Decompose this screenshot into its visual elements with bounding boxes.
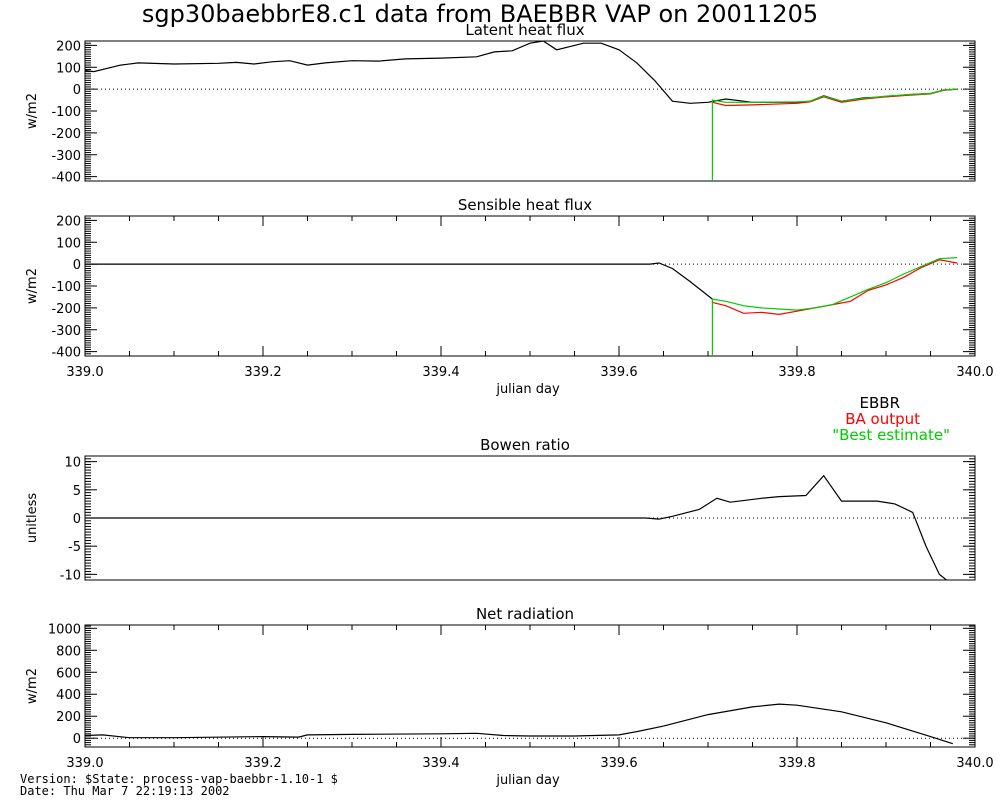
y-tick-label: 0 — [73, 83, 81, 98]
y-tick-label: 100 — [56, 61, 81, 76]
x-tick-label: 340.0 — [956, 756, 993, 771]
x-tick-label: 339.4 — [422, 756, 459, 771]
x-tick-label: 339.0 — [66, 756, 103, 771]
y-tick-label: 1000 — [48, 622, 81, 637]
y-tick-label: 0 — [73, 258, 81, 273]
panel-latent-heat-flux: Latent heat flux w/m2 200 100 0 -100 -200 -300 -… — [25, 21, 976, 186]
x-tick-label: 340.0 — [956, 365, 993, 380]
y-tick-label: -200 — [51, 302, 81, 317]
x-tick-label: 339.0 — [66, 365, 103, 380]
x-tick-label: 339.2 — [244, 365, 281, 380]
y-tick-label: -200 — [51, 127, 81, 142]
series-line-best-estimate — [711, 88, 958, 181]
main-title: sgp30baebbrE8.c1 data from BAEBBR VAP on… — [142, 0, 818, 28]
y-axis-label: w/m2 — [25, 268, 40, 304]
footer-version: Version: $State: process-vap-baebbr-1.10… — [20, 772, 338, 786]
panel-title: Bowen ratio — [480, 436, 570, 454]
x-axis-label: julian day — [495, 773, 560, 788]
panel-bowen-ratio: Bowen ratio unitless 10 5 0 -5 -10 — [25, 436, 976, 583]
y-axis-label: unitless — [25, 493, 40, 544]
y-tick-label: 200 — [56, 39, 81, 54]
panel-net-radiation: Net radiation w/m2 1000 800 600 400 200 0 339.0 3… — [25, 605, 994, 788]
y-tick-label: 5 — [73, 484, 81, 499]
series-group — [85, 474, 947, 580]
series-group — [85, 257, 958, 356]
series-line-ebbr — [85, 474, 947, 580]
y-axis-label: w/m2 — [25, 93, 40, 129]
legend-item-ebbr: EBBR — [860, 394, 900, 412]
panel-sensible-heat-flux: Sensible heat flux w/m2 200 100 0 -100 -200 -30… — [25, 196, 994, 397]
y-tick-label: 10 — [64, 456, 81, 471]
plot-frame — [84, 624, 976, 748]
y-tick-label: 800 — [56, 644, 81, 659]
panel-title: Net radiation — [476, 605, 574, 623]
series-group — [85, 703, 953, 745]
y-tick-label: 600 — [56, 666, 81, 681]
y-tick-label: -100 — [51, 105, 81, 120]
series-line-ba-output — [712, 88, 958, 107]
series-line-ebbr — [85, 41, 958, 104]
y-tick-label: 100 — [56, 236, 81, 251]
x-tick-label: 339.6 — [600, 365, 637, 380]
x-tick-label: 339.8 — [778, 756, 815, 771]
y-axis-label: w/m2 — [25, 668, 40, 704]
x-tick-label: 339.2 — [244, 756, 281, 771]
chart-panels: Latent heat fluxw/m22001000-100-200-300-… — [25, 21, 994, 788]
legend-item-ba-output: BA output — [845, 410, 920, 428]
y-tick-label: 0 — [73, 732, 81, 747]
footer-date: Date: Thu Mar 7 22:19:13 2002 — [20, 784, 230, 798]
y-tick-label: 0 — [73, 512, 81, 527]
panel-title: Sensible heat flux — [458, 196, 592, 214]
y-tick-label: -10 — [60, 568, 81, 583]
series-line-ebbr — [85, 262, 713, 300]
y-tick-label: -5 — [68, 540, 81, 555]
y-tick-label: -400 — [51, 171, 81, 186]
y-tick-label: 200 — [56, 710, 81, 725]
y-tick-label: -100 — [51, 280, 81, 295]
y-tick-label: -300 — [51, 324, 81, 339]
y-tick-label: -400 — [51, 346, 81, 361]
x-tick-label: 339.8 — [778, 365, 815, 380]
plot-frame — [84, 40, 976, 182]
x-axis-label: julian day — [495, 382, 560, 397]
y-tick-label: 200 — [56, 214, 81, 229]
series-line-ebbr — [85, 703, 953, 745]
y-tick-label: 400 — [56, 688, 81, 703]
series-line-best-estimate — [711, 257, 958, 356]
series-group — [85, 41, 958, 181]
y-tick-label: -300 — [51, 149, 81, 164]
panel-title: Latent heat flux — [465, 21, 584, 39]
legend: EBBR BA output "Best estimate" — [832, 394, 950, 444]
x-tick-label: 339.4 — [422, 365, 459, 380]
plot-frame — [84, 215, 976, 357]
x-tick-label: 339.6 — [600, 756, 637, 771]
legend-item-best-estimate: "Best estimate" — [832, 426, 950, 444]
